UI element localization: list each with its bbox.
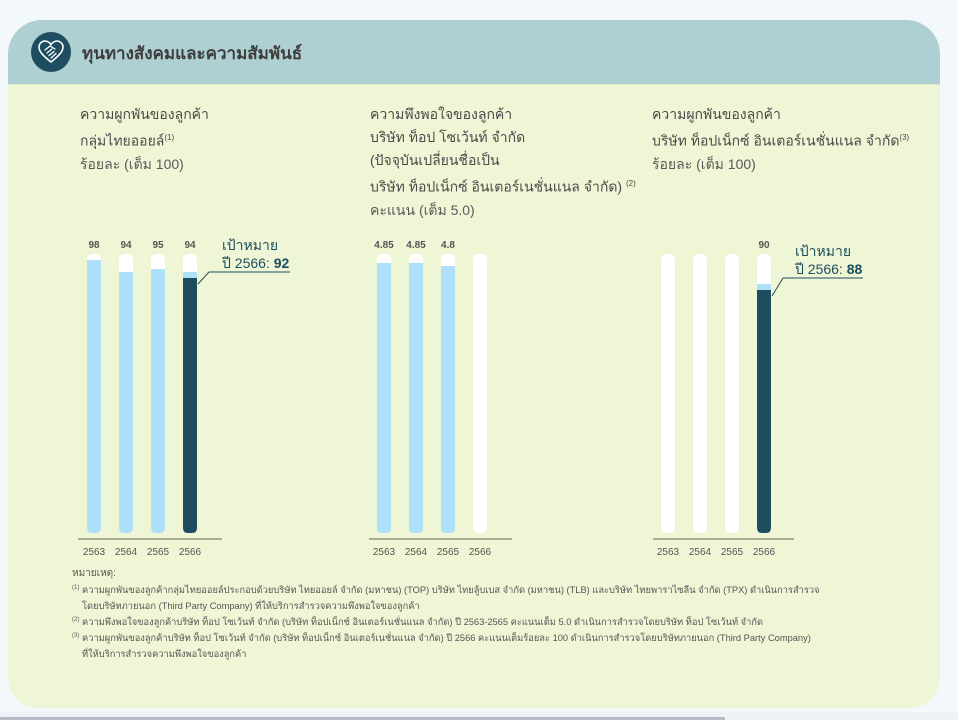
card-header: ทุนทางสังคมและความสัมพันธ์ [8, 20, 940, 85]
bar [119, 272, 133, 533]
chart3-unit: ร้อยละ (เต็ม 100) [652, 155, 756, 172]
value-label: 98 [88, 240, 100, 251]
footnote-line: โดยบริษัทภายนอก (Third Party Company) ที… [82, 601, 420, 611]
x-tick-label: 2564 [115, 547, 138, 558]
target-label-line2: ปี 2566: 88 [795, 260, 862, 278]
footnote-1: (1) ความผูกพันของลูกค้ากลุ่มไทยออยล์ประก… [72, 582, 912, 614]
chart2-title-text: บริษัท ท็อปเน็กซ์ อินเตอร์เนชั่นแนล จำกั… [370, 178, 623, 195]
target-prefix: ปี 2566: [795, 261, 847, 277]
footnote-ref: (2) [625, 179, 636, 188]
bar [87, 260, 101, 533]
target-leader-line [197, 271, 290, 285]
value-label: 4.8 [441, 240, 455, 251]
x-tick-label: 2566 [469, 547, 492, 558]
bar-track [473, 254, 487, 533]
chart2-title-line: (ปัจจุบันเปลี่ยนชื่อเป็น [370, 152, 500, 168]
footnote-line: ความพึงพอใจของลูกค้าบริษัท ท็อป โซเว้นท์… [82, 617, 764, 627]
value-label: 94 [184, 240, 196, 251]
footnote-marker: (3) [72, 633, 80, 639]
target-leader-line [771, 277, 863, 297]
x-tick-label: 2565 [437, 547, 460, 558]
target-label-line1: เป้าหมาย [222, 237, 279, 253]
chart3-title: ความผูกพันของลูกค้า บริษัท ท็อปเน็กซ์ อิ… [652, 103, 909, 176]
x-tick-label: 2563 [373, 547, 396, 558]
chart2-title-line: บริษัท ท็อป โซเว้นท์ จำกัด [370, 129, 526, 145]
footnote-line: ความผูกพันของลูกค้ากลุ่มไทยออยล์ประกอบด้… [82, 585, 820, 595]
value-label: 4.85 [406, 240, 426, 251]
bar-track [725, 254, 739, 533]
chart2-title: ความพึงพอใจของลูกค้า บริษัท ท็อป โซเว้นท… [370, 103, 636, 222]
bar [757, 290, 771, 533]
target-label-line2: ปี 2566: 92 [222, 254, 289, 272]
scrollbar-thumb[interactable] [0, 717, 725, 720]
chart2-title-line: ความพึงพอใจของลูกค้า [370, 106, 513, 122]
footnote-ref: (3) [899, 133, 910, 142]
bar-track [693, 254, 707, 533]
chart2-title-line: บริษัท ท็อปเน็กซ์ อินเตอร์เนชั่นแนล จำกั… [370, 172, 636, 199]
bar-track [661, 254, 675, 533]
x-tick-label: 2564 [405, 547, 428, 558]
x-tick-label: 2565 [147, 547, 170, 558]
x-tick-label: 2563 [657, 547, 680, 558]
chart1-title-line: กลุ่มไทยออยล์(1) [80, 126, 209, 153]
chart3-title-line: ความผูกพันของลูกค้า [652, 106, 781, 122]
footnotes: หมายเหตุ: (1) ความผูกพันของลูกค้ากลุ่มไท… [72, 566, 912, 662]
x-tick-label: 2566 [179, 547, 202, 558]
horizontal-scrollbar[interactable] [0, 712, 958, 720]
target-prefix: ปี 2566: [222, 255, 274, 271]
value-label: 4.85 [374, 240, 394, 251]
chart1-title-text: กลุ่มไทยออยล์ [80, 132, 165, 149]
bar [409, 263, 423, 533]
heart-handshake-icon [31, 32, 71, 72]
target-marker [757, 284, 771, 291]
x-tick-label: 2563 [83, 547, 106, 558]
target-value: 92 [273, 255, 290, 271]
x-tick-label: 2564 [689, 547, 712, 558]
target-value: 88 [846, 261, 863, 277]
footnote-line: ความผูกพันของลูกค้าบริษัท ท็อป โซเว้นท์ … [82, 633, 811, 643]
chart1-title: ความผูกพันของลูกค้า กลุ่มไทยออยล์(1) ร้อ… [80, 103, 209, 176]
footnote-marker: (2) [72, 617, 80, 623]
bar [151, 269, 165, 533]
target-label-line1: เป้าหมาย [795, 243, 852, 259]
bar [183, 278, 197, 533]
value-label: 94 [120, 240, 132, 251]
target-marker [183, 272, 197, 279]
footnote-ref: (1) [164, 133, 175, 142]
bar [441, 266, 455, 533]
footnote-2: (2) ความพึงพอใจของลูกค้าบริษัท ท็อป โซเว… [72, 614, 912, 630]
chart1-title-line: ความผูกพันของลูกค้า [80, 106, 209, 122]
notes-heading: หมายเหตุ: [72, 568, 116, 579]
chart1-unit: ร้อยละ (เต็ม 100) [80, 155, 184, 172]
value-label: 90 [758, 240, 770, 251]
footnote-3: (3) ความผูกพันของลูกค้าบริษัท ท็อป โซเว้… [72, 630, 912, 662]
chart1-target-label: เป้าหมาย ปี 2566: 92 [222, 236, 289, 272]
value-label: 95 [152, 240, 164, 251]
chart3-target-label: เป้าหมาย ปี 2566: 88 [795, 242, 862, 278]
x-tick-label: 2565 [721, 547, 744, 558]
bar [377, 263, 391, 533]
x-tick-label: 2566 [753, 547, 776, 558]
chart3-title-line: บริษัท ท็อปเน็กซ์ อินเตอร์เนชั่นแนล จำกั… [652, 126, 909, 153]
chart3-title-text: บริษัท ท็อปเน็กซ์ อินเตอร์เนชั่นแนล จำกั… [652, 132, 900, 149]
footnote-marker: (1) [72, 585, 80, 591]
section-title: ทุนทางสังคมและความสัมพันธ์ [82, 44, 303, 63]
chart2-unit: คะแนน (เต็ม 5.0) [370, 201, 475, 218]
footnote-line: ที่ให้บริการสำรวจความพึงพอใจของลูกค้า [82, 649, 247, 659]
